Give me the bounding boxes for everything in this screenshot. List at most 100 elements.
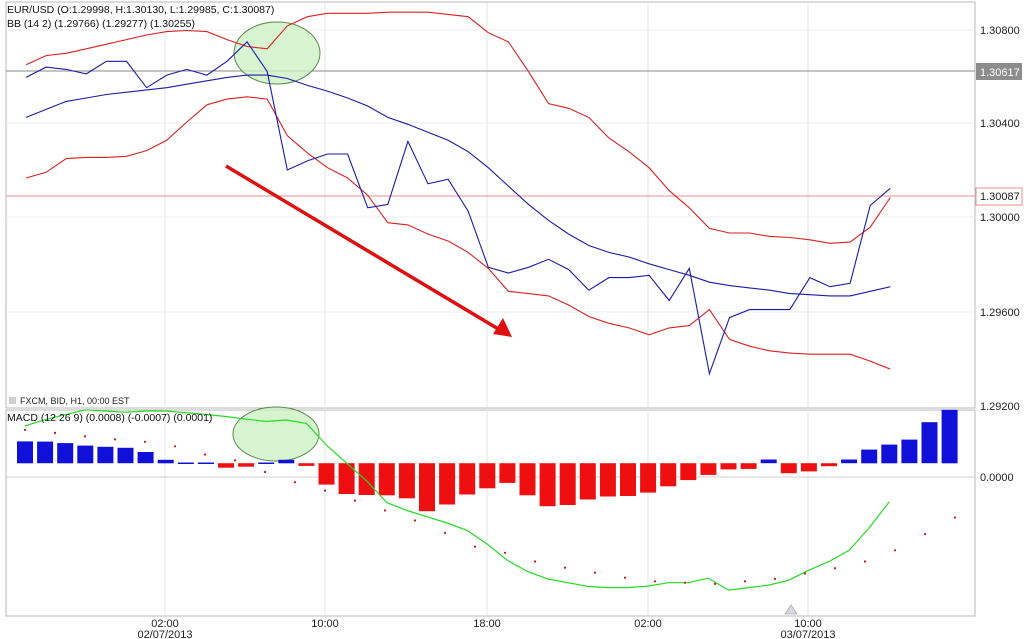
macd-histogram-bar — [539, 463, 556, 507]
macd-signal-dot — [83, 435, 87, 438]
macd-highlight-ellipse — [232, 406, 320, 462]
macd-histogram-bar — [941, 409, 958, 464]
macd-histogram-bar — [519, 463, 536, 496]
macd-histogram-bar — [620, 463, 636, 496]
macd-histogram-bar — [157, 459, 174, 464]
macd-histogram-bar — [378, 463, 395, 496]
macd-signal-dot — [623, 576, 627, 579]
time-marker-triangle — [784, 604, 798, 615]
vertical-gridlines — [164, 3, 809, 615]
macd-signal-dot — [143, 440, 147, 443]
macd-title: MACD (12 26 9) (0.0008) (-0.0007) (0.000… — [7, 412, 212, 424]
macd-signal-dot — [353, 499, 357, 502]
macd-histogram-bar — [579, 463, 596, 500]
y-tick-label-1: 1.30800 — [980, 25, 1020, 37]
macd-histogram-bar — [419, 463, 435, 512]
trend-arrow-shaft — [225, 164, 501, 332]
y-tick-label-4: 1.29600 — [980, 307, 1020, 319]
macd-histogram-bar — [218, 463, 234, 468]
x-date-label-1: 02/07/2013 — [137, 629, 192, 639]
macd-histogram-bar — [660, 463, 677, 487]
macd-histogram-bar — [800, 463, 817, 472]
trend-arrow-head — [493, 318, 512, 337]
macd-histogram-bar — [479, 463, 496, 489]
macd-signal-dot — [473, 545, 477, 548]
macd-histogram-bar — [338, 463, 355, 494]
macd-histogram-bar — [680, 463, 697, 481]
macd-histogram-bar — [318, 463, 335, 485]
macd-signal-dot — [413, 519, 417, 522]
macd-signal-dot — [443, 531, 447, 535]
macd-histogram-bar — [921, 422, 938, 464]
macd-histogram-bar — [278, 459, 295, 464]
macd-histogram-bar — [97, 446, 114, 464]
horizontal-gridlines — [6, 29, 975, 313]
macd-histogram-bar — [77, 445, 94, 464]
macd-histogram-bar — [640, 463, 657, 493]
macd-histogram-bar — [117, 447, 134, 464]
macd-signal-dot — [293, 481, 297, 484]
x-axis: 02:00 10:00 18:00 02:00 10:00 02/07/2013… — [137, 618, 835, 639]
x-tick-label-2: 10:00 — [311, 618, 339, 630]
macd-signal-dot — [233, 459, 237, 462]
x-tick-label-1: 02:00 — [151, 618, 179, 630]
macd-signal-dot — [113, 438, 117, 441]
macd-signal-dot — [743, 580, 747, 583]
macd-histogram-bar — [17, 441, 33, 464]
price-highlight-ellipse — [233, 21, 321, 85]
y-tick-label-3: 1.30000 — [980, 212, 1020, 224]
macd-histogram-bar — [177, 462, 194, 464]
indicator-title: BB (14 2) (1.29766) (1.29277) (1.30255) — [7, 18, 195, 30]
macd-histogram-bar — [740, 463, 757, 469]
source-label: FXCM, BID, H1, 00:00 EST — [20, 396, 130, 406]
macd-histogram-bar — [720, 463, 737, 470]
macd-histogram-bar — [861, 449, 878, 464]
macd-signal-dot — [173, 445, 177, 448]
macd-histogram-bar — [459, 463, 476, 495]
macd-line — [24, 409, 890, 591]
grey-marker-badge — [976, 63, 1022, 80]
bb-lower-line — [25, 96, 891, 370]
macd-signal-dot — [893, 549, 897, 552]
macd-histogram-bar — [559, 463, 576, 505]
x-date-label-2: 03/07/2013 — [780, 629, 835, 639]
macd-histogram-bar — [57, 443, 74, 464]
macd-signal-dot — [203, 453, 207, 456]
macd-signal-dot — [803, 572, 807, 575]
macd-signal-dot — [323, 489, 327, 492]
price-panel-frame — [5, 1, 976, 409]
macd-line-series — [24, 409, 890, 591]
y-tick-label-2: 1.30400 — [980, 118, 1020, 130]
macd-signal-dot — [23, 428, 27, 431]
macd-signal-dot — [773, 577, 777, 581]
macd-signal-dot — [503, 551, 507, 554]
macd-histogram-bar — [398, 463, 415, 499]
macd-histogram-bar — [700, 463, 717, 475]
price-series — [25, 41, 891, 376]
macd-histogram-bar — [881, 444, 898, 464]
macd-histogram-bar — [901, 439, 918, 464]
red-marker-label: 1.30087 — [980, 191, 1020, 203]
red-marker-badge — [975, 187, 1023, 206]
macd-signal-dot — [53, 431, 57, 434]
macd-signal-dot — [533, 560, 537, 563]
macd-histogram-bar — [760, 459, 777, 464]
bb-middle-line — [25, 74, 891, 297]
macd-signal-dot — [383, 509, 387, 512]
price-close-line — [25, 41, 891, 376]
grey-marker-label: 1.30617 — [980, 67, 1020, 79]
x-tick-label-4: 02:00 — [634, 618, 662, 630]
macd-histogram-bar — [238, 463, 255, 467]
macd-panel-frame — [5, 409, 976, 617]
macd-signal-series — [23, 428, 957, 586]
macd-histogram-bar — [137, 452, 154, 464]
trend-arrow — [225, 164, 512, 337]
macd-histogram-bar — [358, 463, 375, 495]
macd-signal-dot — [923, 533, 927, 536]
source-icon — [9, 397, 16, 404]
macd-histogram-bar — [780, 463, 797, 474]
macd-signal-dot — [713, 582, 717, 586]
macd-histogram-bar — [841, 459, 858, 464]
x-tick-label-3: 18:00 — [473, 618, 501, 630]
